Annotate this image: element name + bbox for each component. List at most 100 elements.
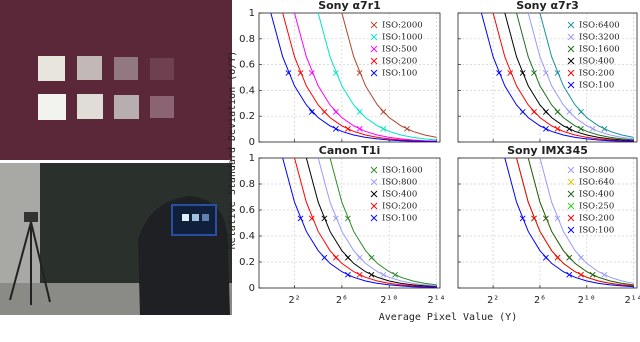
legend-label: ISO:1600 [382, 166, 423, 176]
panel: Sony α7r1 0 0.2 0.4 0.6 0.8 1 ISO:2000 ISO:1000 I… [239, 0, 441, 148]
patch [202, 214, 209, 221]
panel-title: Sony IMX345 [507, 144, 588, 157]
legend-marker [567, 178, 575, 186]
y-tick-label: 0 [249, 283, 255, 294]
x-tick-label: 2⁶ [534, 295, 546, 306]
legend-label: ISO:800 [579, 166, 614, 176]
legend-marker [567, 21, 575, 29]
x-tick-label: 2¹⁴ [428, 295, 446, 306]
legend-marker [370, 45, 378, 53]
y-tick-label: 1 [249, 8, 255, 19]
marker [566, 109, 573, 115]
camera [24, 212, 38, 222]
legend-label: ISO:100 [579, 226, 614, 236]
marker [308, 109, 315, 115]
legend-label: ISO:200 [579, 214, 614, 224]
x-tick-label: 2⁶ [336, 295, 348, 306]
legend-marker [567, 214, 575, 222]
marker [392, 271, 399, 278]
patch [114, 95, 139, 119]
curve [329, 158, 437, 286]
marker [297, 70, 304, 76]
marker [356, 271, 363, 278]
patch [77, 56, 102, 80]
plot-frame [457, 12, 638, 143]
marker [344, 271, 351, 278]
marker [321, 109, 328, 115]
curve [539, 158, 634, 284]
curve [527, 13, 634, 140]
marker [344, 125, 351, 132]
curve [282, 158, 437, 288]
panel-title: Sony α7r3 [516, 0, 579, 12]
legend-marker [567, 69, 575, 77]
curve [516, 158, 634, 287]
legend-label: ISO:100 [382, 214, 417, 224]
legend-marker [370, 166, 378, 174]
tripod [9, 221, 51, 305]
y-tick-label: 0 [249, 137, 255, 148]
marker [578, 125, 584, 132]
legend-marker [370, 190, 378, 198]
marker [356, 125, 363, 132]
y-tick-label: 0.8 [239, 34, 255, 45]
legend-label: ISO:2000 [382, 21, 423, 31]
marker [542, 125, 549, 132]
y-tick-label: 0.6 [239, 205, 255, 216]
marker [332, 125, 339, 132]
legend-label: ISO:1600 [579, 45, 620, 55]
legend-marker [567, 45, 575, 53]
marker [578, 271, 584, 278]
legend-label: ISO:500 [382, 45, 417, 55]
marker [566, 271, 573, 278]
patch [150, 58, 174, 80]
y-tick-label: 0.2 [239, 257, 255, 268]
plot-area [270, 13, 437, 142]
plot-frame [258, 12, 441, 143]
marker [601, 271, 608, 278]
marker [566, 254, 573, 261]
x-tick-label: 2¹⁴ [625, 295, 640, 306]
marker [554, 215, 561, 222]
marker [531, 70, 537, 76]
legend-label: ISO:800 [382, 178, 417, 188]
patch [182, 214, 189, 221]
legend-marker [567, 33, 575, 41]
plot-frame [457, 157, 638, 289]
marker [554, 70, 561, 76]
legend-label: ISO:200 [382, 57, 417, 67]
marker [519, 215, 526, 222]
legend-marker [567, 166, 575, 174]
marker [321, 215, 328, 222]
curve [480, 13, 634, 142]
panel: Canon T1i 0 0.2 0.4 0.6 0.8 1 2² 2⁶ 2¹⁰ 2¹⁴ ISO:160… [239, 144, 446, 306]
legend-label: ISO:200 [382, 202, 417, 212]
marker [507, 70, 514, 76]
marker [321, 254, 328, 261]
marker [566, 125, 573, 132]
x-tick-label: 2² [288, 295, 300, 306]
marker [554, 254, 561, 261]
curve [492, 13, 634, 142]
legend-marker [567, 190, 575, 198]
legend-label: ISO:100 [579, 81, 614, 91]
marker [332, 215, 339, 222]
legend-label: ISO:640 [579, 178, 614, 188]
legend-marker [567, 57, 575, 65]
marker [519, 70, 526, 76]
marker [578, 254, 584, 261]
curve [294, 13, 437, 142]
curve [516, 13, 634, 141]
marker [531, 109, 537, 115]
marker [404, 125, 410, 132]
marker [332, 70, 339, 76]
curve [539, 13, 634, 138]
legend-label: ISO:400 [579, 190, 614, 200]
patch [150, 96, 174, 118]
patch [192, 214, 199, 221]
marker [356, 254, 363, 261]
x-tick-label: 2¹⁰ [380, 295, 398, 306]
marker [344, 215, 351, 222]
curve [516, 158, 634, 287]
panel-title: Sony α7r1 [318, 0, 381, 12]
